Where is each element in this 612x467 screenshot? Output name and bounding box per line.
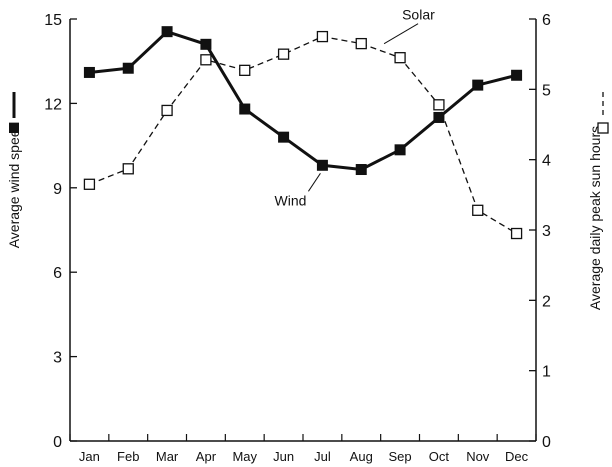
right-tick-label: 5 — [542, 82, 551, 99]
data-point-wind — [316, 159, 328, 171]
left-tick-label: 3 — [53, 350, 62, 367]
right-axis-legend-marker — [597, 122, 609, 134]
data-point-wind — [200, 38, 212, 50]
left-axis-legend-marker — [9, 123, 19, 133]
annotation-label-wind: Wind — [275, 192, 307, 208]
series-line-wind — [89, 29, 517, 172]
right-axis-title: Average daily peak sun hours — [587, 126, 603, 310]
data-point-solar — [472, 204, 484, 216]
right-tick-label: 4 — [542, 153, 551, 170]
x-tick-label: Jan — [79, 449, 100, 464]
annotations: Wind Solar — [275, 7, 436, 209]
right-tick-label: 2 — [542, 293, 551, 310]
left-tick-label: 9 — [53, 181, 62, 198]
x-tick-label: May — [232, 449, 257, 464]
data-point-wind — [472, 79, 484, 91]
data-point-wind — [511, 69, 523, 81]
x-tick-label: Oct — [429, 449, 450, 464]
left-tick-label: 15 — [44, 12, 62, 29]
annotation-label-solar: Solar — [402, 7, 435, 23]
series-line-solar — [89, 35, 517, 235]
data-point-wind — [278, 131, 290, 143]
data-point-solar — [277, 48, 290, 60]
data-point-wind — [355, 164, 367, 176]
x-tick-label: Jun — [273, 449, 294, 464]
data-point-solar — [394, 52, 406, 64]
right-tick-label: 6 — [542, 12, 551, 29]
axis-titles: Average wind speed Average daily peak sun… — [6, 92, 609, 310]
data-point-solar — [433, 99, 445, 111]
data-point-wind — [161, 26, 173, 38]
data-point-solar — [200, 54, 212, 66]
right-tick-label: 3 — [542, 223, 551, 240]
x-tick-label: Nov — [466, 449, 490, 464]
right-tick-label: 0 — [542, 434, 551, 451]
data-point-solar — [316, 30, 329, 43]
data-point-wind — [394, 144, 406, 156]
data-point-wind — [122, 62, 134, 74]
x-tick-label: Apr — [196, 449, 217, 464]
annotation-pointer — [383, 23, 419, 45]
left-tick-label: 6 — [53, 265, 62, 282]
data-point-solar — [510, 227, 523, 240]
x-tick-label: Sep — [389, 449, 412, 464]
x-tick-label: Feb — [117, 449, 139, 464]
data-point-wind — [239, 103, 251, 115]
x-tick-label: Jul — [314, 449, 331, 464]
data-point-solar — [239, 64, 251, 76]
left-tick-label: 0 — [53, 434, 62, 451]
data-point-solar — [83, 178, 96, 190]
data-point-solar — [355, 37, 367, 50]
left-axis-title: Average wind speed — [6, 122, 22, 249]
right-tick-label: 1 — [542, 364, 551, 381]
x-tick-label: Aug — [350, 449, 373, 464]
x-tick-label: Dec — [505, 449, 529, 464]
data-point-solar — [122, 163, 134, 175]
left-tick-label: 12 — [44, 96, 62, 113]
data-point-wind — [83, 66, 95, 78]
data-point-solar — [161, 104, 173, 117]
series-layer — [83, 26, 523, 240]
annotation-pointer — [308, 173, 321, 192]
axes — [69, 19, 537, 442]
x-tick-label: Mar — [156, 449, 179, 464]
data-point-wind — [433, 111, 445, 123]
